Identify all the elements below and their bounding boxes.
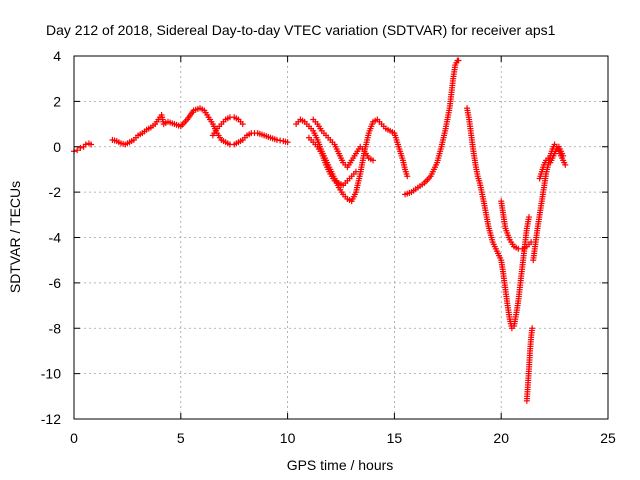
data-point bbox=[82, 141, 89, 148]
y-tick-label: -12 bbox=[41, 411, 61, 427]
y-tick-label: -6 bbox=[49, 275, 62, 291]
data-point bbox=[352, 168, 359, 175]
data-point bbox=[562, 161, 569, 168]
x-tick-label: 20 bbox=[493, 430, 509, 446]
data-point bbox=[525, 214, 532, 221]
y-tick-label: -2 bbox=[49, 184, 62, 200]
data-point bbox=[74, 147, 81, 154]
y-tick-label: -8 bbox=[49, 320, 62, 336]
x-tick-label: 25 bbox=[600, 430, 616, 446]
x-tick-labels: 0 5 10 15 20 25 bbox=[70, 430, 616, 446]
y-tick-label: -4 bbox=[49, 230, 62, 246]
x-tick-label: 0 bbox=[70, 430, 78, 446]
plot-frame bbox=[73, 55, 609, 420]
y-tick-label: 0 bbox=[53, 139, 61, 155]
x-axis-label: GPS time / hours bbox=[287, 457, 394, 473]
data-points bbox=[71, 57, 569, 404]
data-point bbox=[455, 57, 462, 64]
y-tick-labels: -12 -10 -8 -6 -4 -2 0 2 4 bbox=[41, 48, 61, 427]
y-tick-label: 4 bbox=[53, 48, 61, 64]
chart-title: Day 212 of 2018, Sidereal Day-to-day VTE… bbox=[46, 22, 556, 38]
data-point bbox=[77, 144, 84, 151]
data-point bbox=[560, 152, 567, 159]
data-point bbox=[529, 325, 536, 332]
data-point bbox=[88, 141, 95, 148]
x-tick-label: 15 bbox=[387, 430, 403, 446]
data-point bbox=[370, 157, 377, 164]
y-tick-label: 2 bbox=[53, 93, 61, 109]
data-point bbox=[239, 121, 246, 128]
data-point bbox=[404, 173, 411, 180]
y-axis-label: SDTVAR / TECUs bbox=[7, 181, 23, 293]
x-tick-label: 10 bbox=[280, 430, 296, 446]
y-tick-label: -10 bbox=[41, 366, 61, 382]
x-tick-label: 5 bbox=[177, 430, 185, 446]
data-point bbox=[284, 139, 291, 146]
